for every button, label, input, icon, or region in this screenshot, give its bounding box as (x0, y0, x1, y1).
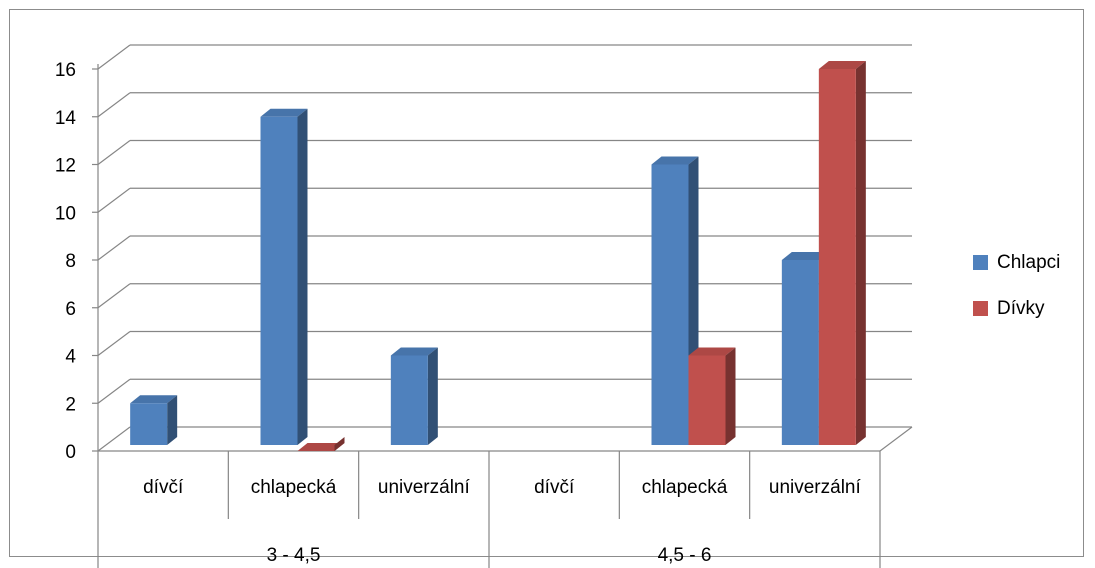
gridline-wall (97, 426, 131, 452)
y-tick-label: 10 (55, 203, 76, 224)
gridline-wall (97, 140, 131, 165)
bar-top (390, 347, 438, 356)
bar-top (818, 61, 866, 69)
bar-chlapci-2 (390, 347, 438, 445)
x-category-label: univerzální (769, 477, 862, 498)
legend[interactable]: Chlapci Dívky (973, 252, 1060, 319)
bar-front (781, 260, 819, 445)
bar-top (781, 252, 829, 260)
bar-top (297, 443, 345, 451)
bar-chlapci-0 (130, 395, 178, 445)
bar-chlapci-4 (651, 156, 699, 445)
y-tick-label: 6 (65, 299, 76, 320)
bar-top (260, 108, 308, 117)
gridlines (97, 44, 912, 452)
bar-chlapci-1 (260, 108, 308, 445)
bar-side (855, 61, 866, 445)
x-category-label: dívčí (534, 477, 575, 498)
gridline-wall (97, 187, 131, 213)
bar-front (651, 164, 689, 445)
bar-side (167, 395, 178, 445)
legend-label: Dívky (997, 298, 1045, 319)
bar-side (725, 347, 736, 445)
bar-front (688, 355, 726, 445)
floor-edge (879, 426, 913, 452)
gridline-wall (97, 235, 131, 261)
y-tick-label: 8 (65, 251, 76, 272)
y-tick-label: 4 (65, 347, 76, 368)
x-category-label: univerzální (378, 477, 471, 498)
x-axis-categories: dívčí chlapecká univerzální 3 - 4,5 dívčí chl… (97, 451, 881, 568)
legend-label: Chlapci (997, 252, 1060, 273)
gridline-wall (97, 331, 131, 356)
legend-item[interactable]: Dívky (973, 298, 1045, 319)
bar-front (260, 116, 298, 445)
y-tick-label: 0 (65, 442, 76, 463)
legend-swatch (973, 255, 988, 270)
bar-side (427, 347, 438, 445)
bar-dívky-5 (818, 61, 866, 445)
bar-side (297, 108, 308, 445)
bar-dívky-4 (688, 347, 736, 445)
y-tick-label: 14 (55, 108, 77, 129)
gridline-wall (97, 44, 131, 70)
bar-side (334, 437, 345, 451)
bar-front (130, 403, 168, 445)
x-category-label: chlapecká (642, 477, 728, 498)
bar-dívky-1 (297, 437, 345, 451)
y-tick-label: 16 (55, 60, 76, 81)
x-category-label: chlapecká (251, 477, 337, 498)
bar-top (688, 347, 736, 356)
bar-front (818, 69, 856, 445)
bars (130, 61, 866, 451)
legend-swatch (973, 301, 988, 316)
x-group-label: 4,5 - 6 (658, 545, 712, 566)
y-tick-label: 12 (55, 156, 76, 177)
y-tick-label: 2 (65, 394, 76, 415)
legend-item[interactable]: Chlapci (973, 252, 1060, 273)
y-axis-tick-labels: 0 2 4 6 8 10 12 14 16 (55, 60, 77, 463)
bar-top (130, 395, 178, 404)
gridline-wall (97, 92, 131, 118)
gridline-wall (97, 378, 131, 404)
bar-top (651, 156, 699, 165)
x-category-label: dívčí (143, 477, 184, 498)
x-group-label: 3 - 4,5 (267, 545, 321, 566)
gridline-wall (97, 283, 131, 309)
bar-front (390, 355, 428, 445)
chart-frame (9, 9, 1084, 557)
